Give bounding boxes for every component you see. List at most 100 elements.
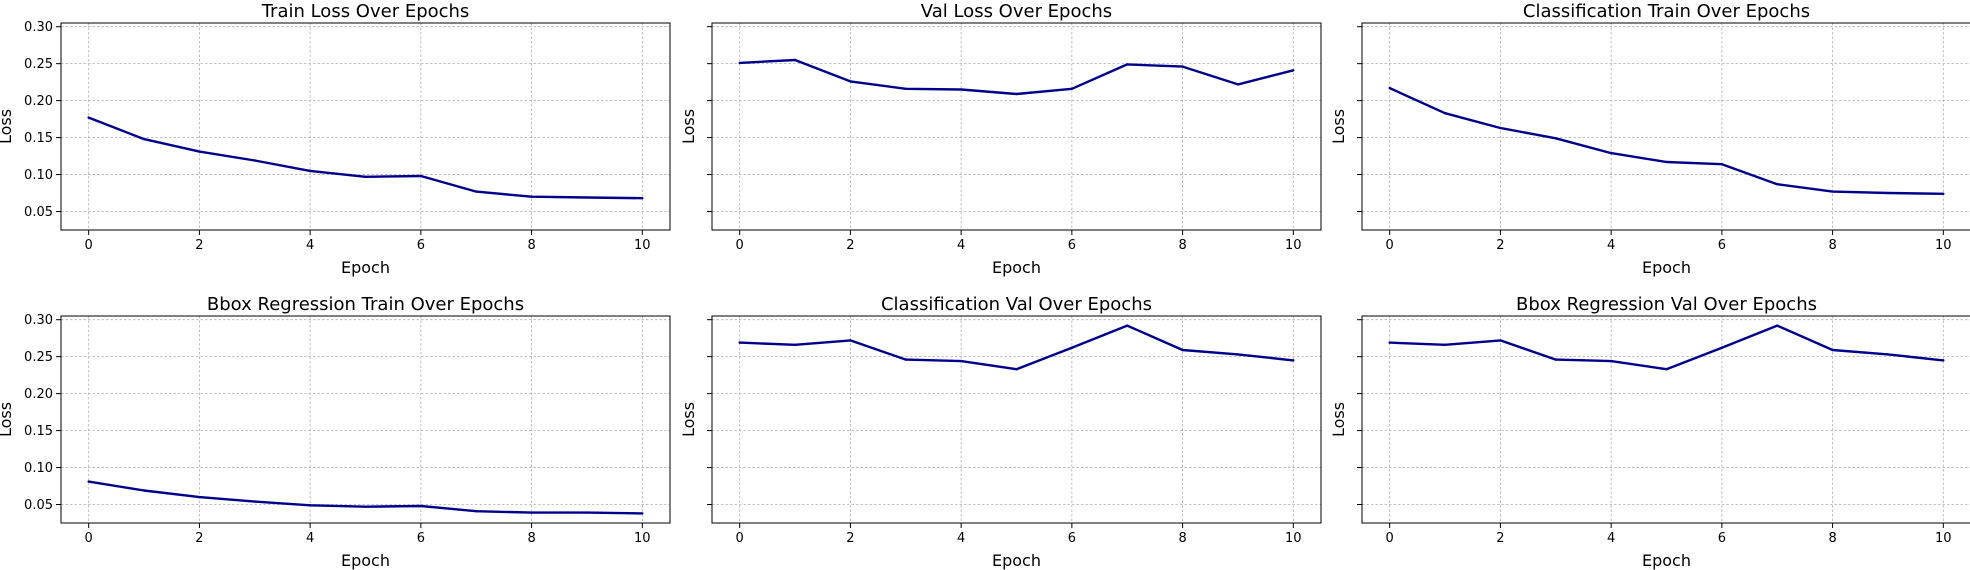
x-tick-label: 10 [634,531,651,546]
data-point [1015,368,1018,371]
x-tick-label: 2 [195,238,203,253]
data-point [959,88,963,91]
plot-frame [60,22,671,231]
y-tick-label: 0.25 [24,350,53,365]
x-tick-label: 2 [846,238,854,253]
data-point [1070,346,1074,349]
data-point [1181,348,1184,352]
x-tick-label: 2 [195,531,203,546]
y-tick-label: 0.25 [24,57,53,72]
loss-line [88,116,643,200]
x-tick-label: 0 [1386,531,1394,546]
chart-title: Train Loss Over Epochs [261,1,470,22]
data-point [1388,86,1391,90]
x-tick-label: 6 [1068,531,1076,546]
chart-title: Classification Val Over Epochs [881,294,1152,315]
x-tick-label: 2 [846,531,854,546]
chart-title: Bbox Regression Train Over Epochs [207,294,524,315]
x-tick-label: 4 [1607,238,1615,253]
y-axis-label: Loss [0,402,15,437]
data-point [959,359,963,363]
y-axis-label: Loss [679,109,698,144]
loss-line [739,324,1294,371]
x-tick-label: 10 [1285,238,1302,253]
plot-frame [60,315,671,524]
chart-panel-2: 0 2 4 6 8 10 Val Loss Over Epochs Epoch Loss [679,1,1322,277]
data-point [1665,160,1668,164]
x-tick-label: 8 [1828,238,1836,253]
data-point [1831,348,1834,352]
data-point [793,343,797,347]
x-tick-label: 4 [306,531,314,546]
data-point [87,116,90,119]
y-tick-label: 0.10 [24,168,53,183]
x-tick-label: 0 [85,531,93,546]
data-point [1609,151,1613,155]
data-point [1776,182,1779,186]
x-tick-label: 8 [1828,531,1836,546]
x-tick-label: 0 [85,238,93,253]
x-tick-label: 10 [1935,531,1952,546]
x-tick-label: 4 [957,531,965,546]
data-point [904,87,907,90]
data-point [1665,368,1668,371]
data-point [419,504,423,508]
data-point [1609,359,1613,363]
data-point [1388,341,1391,344]
y-tick-label: 0.30 [24,313,53,328]
x-tick-label: 6 [417,238,425,253]
chart-title: Bbox Regression Val Over Epochs [1516,294,1817,315]
y-tick-label: 0.30 [24,20,53,35]
x-axis-label: Epoch [1642,551,1691,570]
data-point [1443,111,1447,115]
x-tick-label: 10 [634,238,651,253]
data-point [1720,163,1724,166]
data-point [585,511,589,514]
chart-panel-4: 0 2 4 6 8 10 0.05 0.10 0.15 0.20 0.25 0.30 Bbox Regr… [0,294,671,570]
data-point [1942,359,1945,362]
data-point [1554,137,1557,140]
plot-frame [1361,315,1970,524]
data-point [793,58,797,62]
data-point [849,339,852,342]
data-point [1126,63,1129,66]
y-tick-label: 0.10 [24,461,53,476]
data-point [1831,190,1834,193]
data-point [1292,69,1295,72]
x-axis-label: Epoch [992,258,1041,277]
x-tick-label: 6 [1718,238,1726,253]
data-point [1236,353,1240,356]
y-tick-label: 0.15 [24,424,53,439]
data-point [364,175,367,178]
data-point [585,196,589,199]
data-point [530,195,533,198]
data-point [1236,83,1240,86]
data-point [849,80,852,83]
data-point [1776,324,1779,327]
data-point [1554,358,1557,361]
x-tick-label: 6 [1068,238,1076,253]
data-point [530,511,533,514]
x-axis-label: Epoch [992,551,1041,570]
chart-panel-1: 0 2 4 6 8 10 0.05 0.10 0.15 0.20 0.25 0.30 Train Los… [0,1,671,277]
x-axis-label: Epoch [1642,258,1691,277]
data-point [1499,126,1502,130]
chart-panel-6: 0 2 4 6 8 10 Bbox Regression Val Over Epochs Ep… [1329,294,1970,570]
data-point [475,509,478,513]
y-axis-label: Loss [1329,402,1348,437]
data-point [142,137,146,141]
data-point [1443,343,1447,347]
chart-title: Val Loss Over Epochs [921,1,1112,22]
x-tick-label: 10 [1285,531,1302,546]
loss-line [1389,87,1944,195]
data-point [1015,92,1018,96]
x-tick-label: 6 [417,531,425,546]
x-tick-label: 4 [1607,531,1615,546]
data-point [904,358,907,361]
x-tick-label: 8 [527,238,535,253]
loss-line [739,58,1294,96]
plot-frame [711,315,1322,524]
data-point [641,197,644,200]
data-point [253,500,256,503]
